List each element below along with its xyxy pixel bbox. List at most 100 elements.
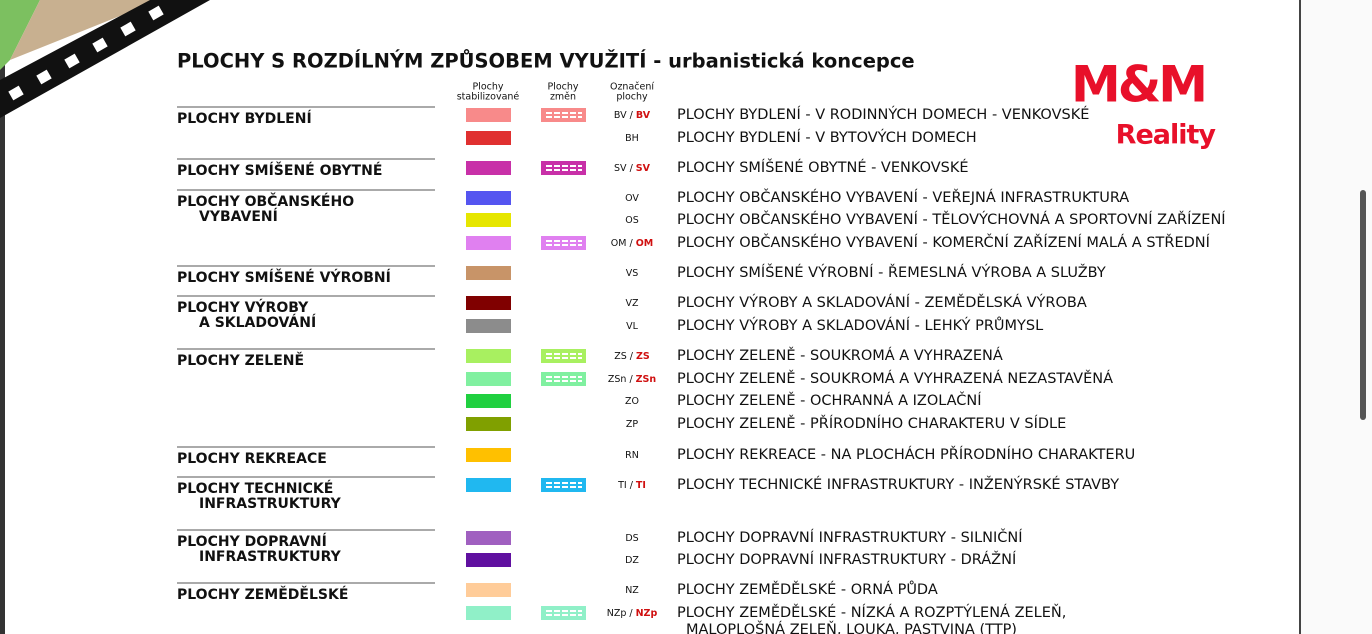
group-label: PLOCHY DOPRAVNÍ — [177, 533, 327, 550]
color-swatch — [466, 417, 511, 431]
area-code: OV — [625, 193, 639, 204]
group-label: PLOCHY OBČANSKÉHO — [177, 192, 354, 210]
group-label: INFRASTRUKTURY — [199, 549, 342, 565]
column-header: Plochy — [472, 82, 503, 93]
code-change: SV — [636, 163, 651, 174]
area-code: ZO — [625, 396, 639, 407]
description: PLOCHY OBČANSKÉHO VYBAVENÍ - KOMERČNÍ ZA… — [677, 233, 1210, 251]
group-label: VYBAVENÍ — [199, 208, 278, 225]
scrollbar-thumb[interactable] — [1360, 190, 1366, 420]
area-code: ZS / ZS — [614, 351, 650, 362]
code: TI / — [617, 480, 634, 491]
change-swatch — [541, 349, 586, 363]
description: PLOCHY ZEMĚDĚLSKÉ - ORNÁ PŮDA — [677, 580, 938, 598]
code: VS — [626, 268, 639, 279]
column-header: Plochy — [547, 82, 578, 93]
group-label: PLOCHY SMÍŠENÉ OBYTNÉ — [177, 161, 382, 179]
area-code: NZp / NZp — [607, 608, 658, 619]
area-code: VL — [626, 321, 638, 332]
color-swatch — [466, 583, 511, 597]
change-swatch — [541, 606, 586, 620]
area-code: RN — [625, 450, 639, 461]
code: ZSn / — [608, 374, 634, 385]
area-code: OM / OM — [611, 238, 653, 249]
code: ZO — [625, 396, 639, 407]
color-swatch — [466, 606, 511, 620]
code: BV / — [614, 110, 634, 121]
area-code: VS — [626, 268, 639, 279]
area-code: NZ — [625, 585, 639, 596]
change-swatch — [541, 236, 586, 250]
color-swatch — [466, 108, 511, 122]
area-code: BH — [625, 133, 639, 144]
group-label: PLOCHY ZEMĚDĚLSKÉ — [177, 586, 348, 603]
left-edge — [0, 0, 5, 634]
code: VZ — [625, 298, 638, 309]
area-code: DZ — [625, 555, 639, 566]
code: ZS / — [614, 351, 634, 362]
code: OM / — [611, 238, 634, 249]
logo-brand: M&M — [1071, 56, 1205, 114]
color-swatch — [466, 161, 511, 175]
change-swatch — [541, 372, 586, 386]
area-code: BV / BV — [614, 110, 651, 121]
description: MALOPLOŠNÁ ZELEŇ, LOUKA, PASTVINA (TTP) — [686, 620, 1017, 634]
description: PLOCHY BYDLENÍ - V RODINNÝCH DOMECH - VE… — [677, 106, 1089, 123]
code: NZ — [625, 585, 639, 596]
color-swatch — [466, 213, 511, 227]
color-swatch — [466, 191, 511, 205]
area-code: DS — [625, 533, 638, 544]
change-swatch — [541, 478, 586, 492]
color-swatch — [466, 478, 511, 492]
description: PLOCHY REKREACE - NA PLOCHÁCH PŘÍRODNÍHO… — [677, 446, 1135, 463]
color-swatch — [466, 372, 511, 386]
group-label: INFRASTRUKTURY — [199, 496, 342, 512]
description: PLOCHY VÝROBY A SKLADOVÁNÍ - ZEMĚDĚLSKÁ … — [677, 294, 1087, 311]
description: PLOCHY TECHNICKÉ INFRASTRUKTURY - INŽENÝ… — [677, 475, 1119, 493]
code: RN — [625, 450, 639, 461]
column-header: stabilizované — [457, 92, 520, 103]
description: PLOCHY ZELENĚ - OCHRANNÁ A IZOLAČNÍ — [677, 391, 982, 409]
description: PLOCHY OBČANSKÉHO VYBAVENÍ - TĚLOVÝCHOVN… — [677, 210, 1226, 228]
color-swatch — [466, 553, 511, 567]
code: SV / — [614, 163, 634, 174]
group-label: A SKLADOVÁNÍ — [199, 314, 316, 331]
code: NZp / — [607, 608, 634, 619]
film-strip — [0, 0, 210, 118]
color-swatch — [466, 266, 511, 280]
description: PLOCHY DOPRAVNÍ INFRASTRUKTURY - DRÁŽNÍ — [677, 550, 1016, 568]
description: PLOCHY BYDLENÍ - V BYTOVÝCH DOMECH — [677, 129, 977, 146]
area-code: TI / TI — [617, 480, 646, 491]
group-label: PLOCHY ZELENĚ — [177, 352, 304, 369]
area-code: VZ — [625, 298, 638, 309]
column-header: změn — [550, 92, 576, 103]
area-code: ZP — [626, 419, 639, 430]
description: PLOCHY SMÍŠENÉ OBYTNÉ - VENKOVSKÉ — [677, 158, 969, 176]
color-swatch — [466, 319, 511, 333]
description: PLOCHY ZEMĚDĚLSKÉ - NÍZKÁ A ROZPTÝLENÁ Z… — [677, 604, 1066, 621]
color-swatch — [466, 296, 511, 310]
code: DZ — [625, 555, 639, 566]
area-code: OS — [625, 215, 639, 226]
color-swatch — [466, 349, 511, 363]
color-swatch — [466, 448, 511, 462]
group-label: PLOCHY REKREACE — [177, 451, 327, 467]
group-label: PLOCHY BYDLENÍ — [177, 110, 312, 127]
description: PLOCHY ZELENĚ - SOUKROMÁ A VYHRAZENÁ NEZ… — [677, 370, 1113, 387]
description: PLOCHY OBČANSKÉHO VYBAVENÍ - VEŘEJNÁ INF… — [677, 188, 1129, 206]
group-label: PLOCHY TECHNICKÉ — [177, 480, 333, 497]
title: PLOCHY S ROZDÍLNÝM ZPŮSOBEM VYUŽITÍ - ur… — [177, 49, 915, 73]
color-swatch — [466, 236, 511, 250]
description: PLOCHY SMÍŠENÉ VÝROBNÍ - ŘEMESLNÁ VÝROBA… — [677, 263, 1106, 281]
code-change: ZSn — [636, 374, 657, 385]
code-change: BV — [636, 110, 651, 121]
column-header: Označení — [610, 82, 654, 93]
code-change: ZS — [636, 351, 650, 362]
code: OS — [625, 215, 639, 226]
area-code: SV / SV — [614, 163, 651, 174]
code-change: TI — [636, 480, 646, 491]
code: OV — [625, 193, 639, 204]
description: PLOCHY VÝROBY A SKLADOVÁNÍ - LEHKÝ PRŮMY… — [677, 316, 1043, 334]
